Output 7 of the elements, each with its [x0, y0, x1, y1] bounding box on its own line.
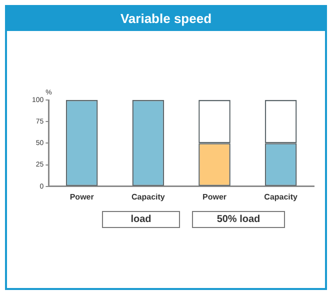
text: load — [102, 211, 180, 228]
x-tick-label: Capacity — [264, 192, 298, 202]
chart-title: Variable speed — [7, 7, 325, 31]
x-tick-label: Capacity — [131, 192, 166, 202]
x-tick-label: Power — [202, 192, 227, 202]
text: 50% load — [192, 211, 285, 228]
x-tick-label: Power — [70, 192, 94, 202]
